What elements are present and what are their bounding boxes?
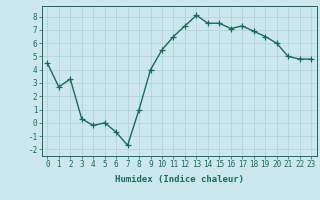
X-axis label: Humidex (Indice chaleur): Humidex (Indice chaleur) bbox=[115, 175, 244, 184]
